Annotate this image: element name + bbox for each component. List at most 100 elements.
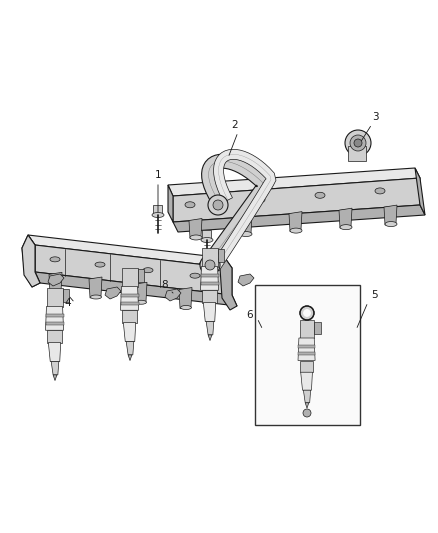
Polygon shape [105,287,121,299]
Ellipse shape [50,257,60,262]
Polygon shape [46,306,64,330]
Polygon shape [120,302,138,304]
Polygon shape [47,330,62,343]
Circle shape [205,260,215,270]
Ellipse shape [190,235,202,240]
Polygon shape [208,335,212,341]
Polygon shape [298,338,315,360]
Polygon shape [179,287,192,309]
Circle shape [354,139,362,147]
Polygon shape [238,274,254,286]
Polygon shape [63,289,69,302]
Polygon shape [300,360,313,372]
Polygon shape [348,146,366,161]
Polygon shape [300,320,314,338]
Ellipse shape [91,295,102,299]
Ellipse shape [255,197,265,203]
Ellipse shape [240,231,252,237]
Ellipse shape [180,305,191,310]
Ellipse shape [201,238,213,243]
Polygon shape [124,322,136,342]
Text: 4: 4 [65,298,71,308]
Text: 2: 2 [232,120,238,130]
Polygon shape [22,235,40,287]
Text: 1: 1 [155,170,161,180]
Circle shape [345,130,371,156]
Circle shape [303,409,311,417]
Polygon shape [202,247,218,266]
Circle shape [208,195,228,215]
Polygon shape [46,322,64,325]
Polygon shape [189,219,202,238]
Polygon shape [122,268,138,287]
Ellipse shape [315,192,325,198]
Polygon shape [47,287,63,306]
Polygon shape [173,205,425,232]
Polygon shape [51,361,59,375]
Circle shape [213,200,223,210]
Polygon shape [301,372,312,390]
Text: 8: 8 [162,280,168,290]
Ellipse shape [152,213,164,217]
Ellipse shape [95,262,105,267]
Polygon shape [298,345,315,348]
Ellipse shape [340,225,352,230]
Polygon shape [168,168,420,196]
Polygon shape [46,314,64,317]
Polygon shape [173,178,420,222]
Polygon shape [35,245,232,295]
Polygon shape [120,294,138,297]
Polygon shape [384,205,397,225]
Polygon shape [165,289,181,301]
Polygon shape [153,205,162,215]
Ellipse shape [375,188,385,194]
Polygon shape [22,235,40,287]
Polygon shape [239,215,252,235]
Polygon shape [201,282,219,285]
Polygon shape [48,274,64,286]
Circle shape [303,309,311,317]
Polygon shape [201,266,219,290]
Polygon shape [168,185,173,222]
Polygon shape [220,258,237,310]
Text: 6: 6 [247,310,253,320]
Text: 3: 3 [372,112,378,122]
Polygon shape [289,212,302,232]
Polygon shape [53,375,57,381]
Polygon shape [48,343,61,361]
Circle shape [350,135,366,151]
Polygon shape [49,272,62,293]
Ellipse shape [50,290,61,294]
Polygon shape [202,230,211,240]
Polygon shape [199,154,271,272]
Ellipse shape [300,306,314,320]
Ellipse shape [190,273,200,278]
Polygon shape [218,249,224,262]
Polygon shape [138,269,144,282]
Polygon shape [120,287,138,310]
Polygon shape [128,355,132,361]
Text: 5: 5 [372,290,378,300]
Polygon shape [202,290,217,303]
Polygon shape [203,303,215,321]
Polygon shape [305,403,309,408]
Ellipse shape [135,300,146,304]
Ellipse shape [385,222,397,227]
Polygon shape [304,390,311,403]
Polygon shape [415,168,425,215]
Polygon shape [201,274,219,277]
Polygon shape [122,310,137,322]
Polygon shape [126,342,134,355]
Polygon shape [89,277,102,298]
Ellipse shape [143,268,153,273]
Polygon shape [339,208,352,228]
Polygon shape [28,235,232,268]
Polygon shape [298,352,315,355]
FancyBboxPatch shape [255,285,360,425]
Polygon shape [211,149,276,271]
Circle shape [200,255,220,275]
Polygon shape [314,322,321,334]
Polygon shape [134,282,147,303]
Polygon shape [35,272,237,306]
Ellipse shape [185,202,195,208]
